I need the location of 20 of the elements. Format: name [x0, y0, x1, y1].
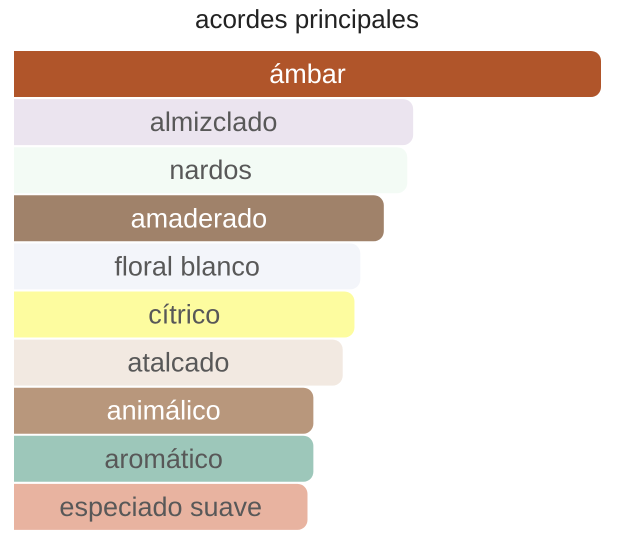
- y-tick-label: nardos: [169, 155, 252, 186]
- bar: [14, 340, 343, 386]
- bar: [14, 292, 354, 338]
- y-tick-label: amaderado: [130, 203, 268, 234]
- bar: [14, 243, 360, 290]
- bar: [14, 147, 408, 194]
- bar: [14, 99, 414, 146]
- bar: [14, 388, 314, 434]
- y-tick-label: aromático: [104, 444, 223, 474]
- y-tick-label: floral blanco: [114, 251, 260, 282]
- chart-title: acordes principales: [194, 4, 419, 34]
- bar: [14, 195, 384, 242]
- y-tick-label: almizclado: [150, 107, 278, 138]
- bar: [14, 51, 601, 97]
- bar: [14, 436, 314, 482]
- y-tick-label: cítrico: [148, 300, 220, 330]
- y-tick-label: ámbar: [269, 59, 346, 89]
- y-tick-label: especiado suave: [59, 492, 262, 522]
- y-tick-label: atalcado: [127, 348, 230, 378]
- y-tick-label: animálico: [106, 396, 221, 426]
